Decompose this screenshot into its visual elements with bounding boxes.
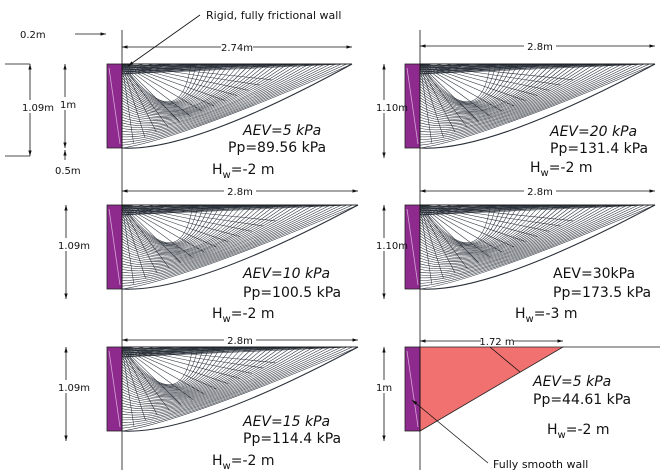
slip-line [420, 64, 467, 127]
leader [128, 15, 200, 66]
pp-label: Pp=131.4 kPa [550, 141, 648, 157]
slip-curve [122, 205, 314, 269]
hw-label: Hw=-2 m [212, 162, 275, 181]
pp-label: Pp=44.61 kPa [533, 392, 631, 408]
height-label: 1m [376, 383, 392, 394]
aev-label: AEV=15 kPa [242, 414, 330, 430]
hw-symbol: H [530, 160, 541, 176]
figure: 2.74m1.09m1m0.5m0.2mAEV=5 kPaPp=89.56 kP… [0, 0, 670, 474]
hw-symbol: H [212, 453, 223, 469]
slip-curve [122, 64, 309, 128]
height-label: 1.09m [22, 103, 54, 114]
hw-label: Hw=-2 m [547, 422, 610, 441]
depth-label: 1m [60, 100, 76, 111]
hw-symbol: H [515, 306, 526, 322]
slip-curve [420, 64, 611, 128]
pp-label: Pp=114.4 kPa [243, 431, 341, 447]
hw-label: Hw=-2 m [212, 453, 275, 472]
hw-value: =-2 m [231, 306, 275, 322]
hw-subscript: w [558, 430, 566, 441]
hw-symbol: H [212, 306, 223, 322]
height-label: 1.10m [376, 103, 408, 114]
hw-value: =-2 m [231, 453, 275, 469]
hw-value: =-3 m [534, 306, 578, 322]
slip-curve [122, 347, 314, 411]
height-label: 1.09m [58, 383, 90, 394]
height-label: 1.10m [376, 241, 408, 252]
slip-line [122, 64, 168, 127]
pp-label: Pp=173.5 kPa [553, 285, 651, 301]
drawing: 2.74m1.09m1m0.5m0.2mAEV=5 kPaPp=89.56 kP… [5, 30, 660, 472]
aev-label: AEV=20 kPa [549, 124, 637, 140]
slip-curve [420, 205, 611, 269]
hw-subscript: w [223, 461, 231, 472]
hw-subscript: w [223, 314, 231, 325]
slip-line [122, 205, 169, 268]
hw-label: Hw=-2 m [212, 306, 275, 325]
length-label: 2.8m [227, 336, 253, 347]
hw-subscript: w [223, 170, 231, 181]
pp-label: Pp=89.56 kPa [228, 140, 326, 156]
aev-label: AEV=30kPa [553, 266, 635, 282]
wall-width-label: 0.2m [20, 30, 46, 41]
pp-label: Pp=100.5 kPa [243, 285, 341, 301]
hw-label: Hw=-2 m [530, 160, 593, 179]
height-label: 1.09m [58, 241, 90, 252]
length-label: 2.8m [527, 187, 553, 198]
aev-label: AEV=5 kPa [532, 374, 611, 390]
hw-label: Hw=-3 m [515, 306, 578, 325]
top-label: Rigid, fully frictional wall [206, 9, 341, 22]
base-label: 0.5m [55, 166, 81, 177]
hw-value: =-2 m [549, 160, 593, 176]
slip-line [122, 347, 169, 410]
length-label: 2.8m [227, 187, 253, 198]
aev-label: AEV=5 kPa [242, 123, 321, 139]
bottom-label: Fully smooth wall [493, 458, 588, 471]
hw-subscript: w [541, 168, 549, 179]
slip-line [420, 205, 467, 268]
hw-symbol: H [212, 162, 223, 178]
length-label: 2.74m [221, 43, 253, 54]
aev-label: AEV=10 kPa [242, 266, 330, 282]
hw-subscript: w [526, 314, 534, 325]
hw-value: =-2 m [231, 162, 275, 178]
length-label: 2.8m [527, 42, 553, 53]
length-label: 1.72 m [479, 337, 514, 348]
hw-value: =-2 m [566, 422, 610, 438]
hw-symbol: H [547, 422, 558, 438]
